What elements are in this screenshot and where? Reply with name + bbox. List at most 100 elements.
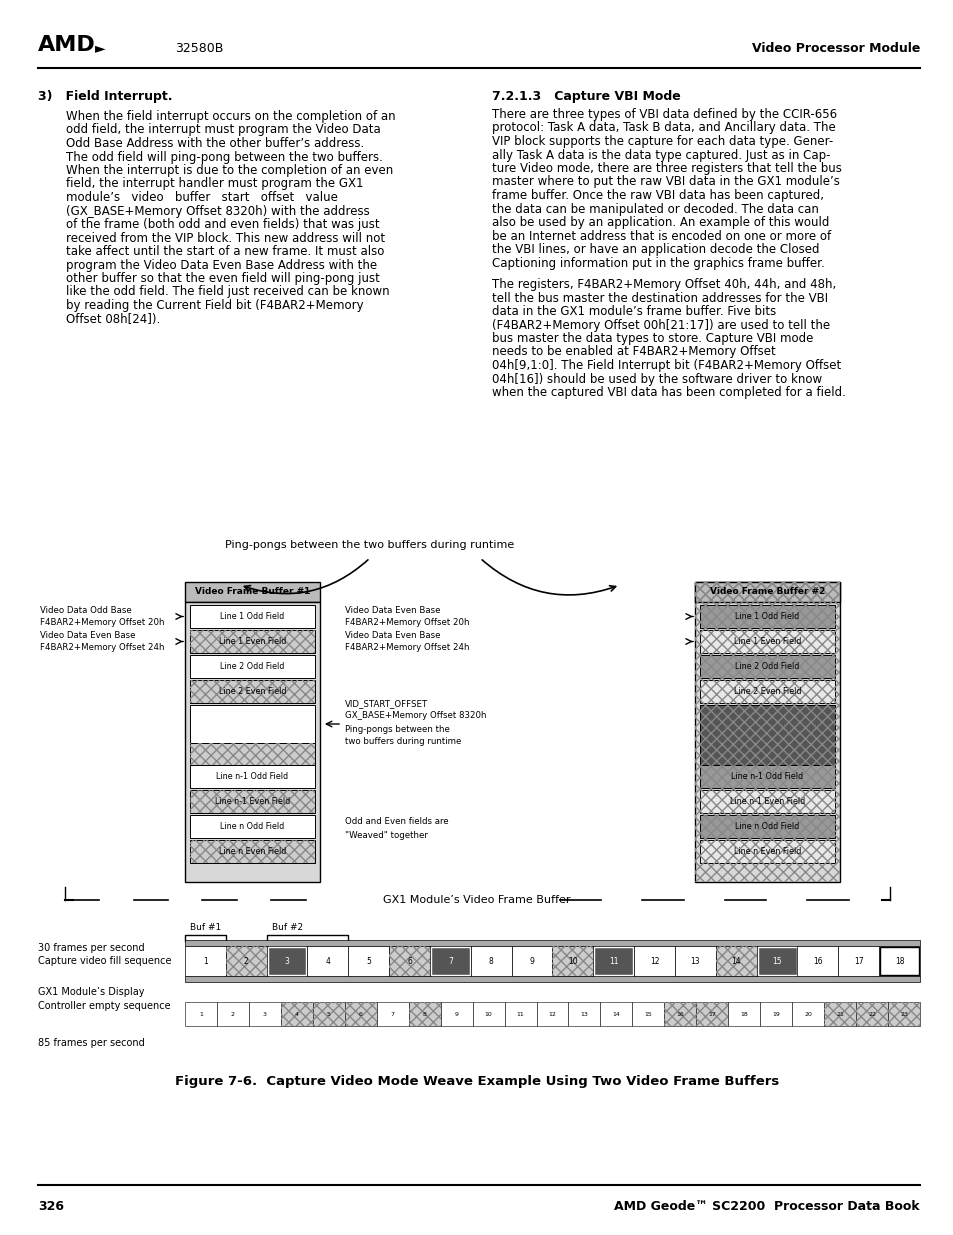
- Text: 17: 17: [853, 956, 862, 966]
- Bar: [855, 1002, 887, 1026]
- Text: 4: 4: [294, 1011, 298, 1016]
- Text: master where to put the raw VBI data in the GX1 module’s: master where to put the raw VBI data in …: [492, 175, 839, 189]
- Text: Line n Odd Field: Line n Odd Field: [220, 823, 284, 831]
- Bar: [696, 1002, 727, 1026]
- Bar: [216, 1002, 249, 1026]
- Bar: [376, 1002, 408, 1026]
- Bar: [249, 1002, 280, 1026]
- Text: Figure 7-6.  Capture Video Mode Weave Example Using Two Video Frame Buffers: Figure 7-6. Capture Video Mode Weave Exa…: [174, 1074, 779, 1088]
- Text: Line 2 Odd Field: Line 2 Odd Field: [220, 662, 284, 671]
- Bar: [880, 947, 918, 974]
- Text: ally Task A data is the data type captured. Just as in Cap-: ally Task A data is the data type captur…: [492, 148, 830, 162]
- Text: 9: 9: [455, 1011, 458, 1016]
- Bar: [185, 976, 919, 982]
- Text: be an Internet address that is encoded on one or more of: be an Internet address that is encoded o…: [492, 230, 830, 242]
- Text: 1: 1: [203, 956, 208, 966]
- Bar: [715, 946, 756, 976]
- Bar: [185, 582, 319, 601]
- Bar: [700, 764, 834, 788]
- Text: 04h[16]) should be used by the software driver to know: 04h[16]) should be used by the software …: [492, 373, 821, 385]
- Text: 3: 3: [263, 1011, 267, 1016]
- Bar: [838, 946, 879, 976]
- Text: 4: 4: [325, 956, 330, 966]
- Text: ►: ►: [95, 41, 106, 56]
- Bar: [700, 705, 834, 764]
- Text: There are three types of VBI data defined by the CCIR-656: There are three types of VBI data define…: [492, 107, 836, 121]
- Bar: [268, 947, 306, 974]
- Text: AMD: AMD: [38, 35, 95, 56]
- Text: Line 1 Even Field: Line 1 Even Field: [218, 637, 286, 646]
- Text: GX1 Module’s Video Frame Buffer: GX1 Module’s Video Frame Buffer: [383, 895, 570, 905]
- Text: Line 1 Odd Field: Line 1 Odd Field: [220, 613, 284, 621]
- Bar: [267, 946, 307, 976]
- Bar: [696, 1002, 727, 1026]
- Text: Video Data Even Base: Video Data Even Base: [345, 606, 440, 615]
- Bar: [599, 1002, 632, 1026]
- Text: Video Frame Buffer #1: Video Frame Buffer #1: [194, 588, 310, 597]
- Bar: [190, 630, 314, 653]
- Bar: [552, 946, 593, 976]
- Text: 326: 326: [38, 1200, 64, 1213]
- Bar: [185, 1002, 216, 1026]
- Bar: [190, 790, 314, 813]
- Bar: [471, 946, 511, 976]
- Bar: [594, 947, 633, 974]
- Text: 85 frames per second: 85 frames per second: [38, 1037, 145, 1049]
- Bar: [344, 1002, 376, 1026]
- Bar: [715, 946, 756, 976]
- Text: 2: 2: [244, 956, 249, 966]
- Bar: [408, 1002, 440, 1026]
- Bar: [536, 1002, 568, 1026]
- Text: 04h[9,1:0]. The Field Interrupt bit (F4BAR2+Memory Offset: 04h[9,1:0]. The Field Interrupt bit (F4B…: [492, 359, 841, 372]
- Text: 5: 5: [366, 956, 371, 966]
- Text: 5: 5: [327, 1011, 331, 1016]
- Text: when the captured VBI data has been completed for a field.: when the captured VBI data has been comp…: [492, 387, 845, 399]
- Text: 16: 16: [676, 1011, 683, 1016]
- Text: VIP block supports the capture for each data type. Gener-: VIP block supports the capture for each …: [492, 135, 832, 148]
- Text: 13: 13: [580, 1011, 588, 1016]
- Bar: [823, 1002, 855, 1026]
- Bar: [695, 582, 840, 601]
- Bar: [700, 680, 834, 703]
- Text: F4BAR2+Memory Offset 20h: F4BAR2+Memory Offset 20h: [345, 618, 469, 627]
- Text: 15: 15: [772, 956, 781, 966]
- Text: 30 frames per second: 30 frames per second: [38, 944, 145, 953]
- Bar: [348, 946, 389, 976]
- Text: Line 2 Even Field: Line 2 Even Field: [218, 687, 286, 697]
- Text: Odd Base Address with the other buffer’s address.: Odd Base Address with the other buffer’s…: [66, 137, 364, 149]
- Text: Video Data Even Base: Video Data Even Base: [345, 631, 440, 640]
- Text: take affect until the start of a new frame. It must also: take affect until the start of a new fra…: [66, 245, 384, 258]
- Bar: [190, 743, 314, 764]
- Text: 11: 11: [517, 1011, 524, 1016]
- Bar: [185, 601, 319, 882]
- Text: 3: 3: [284, 956, 289, 966]
- Text: 22: 22: [867, 1011, 875, 1016]
- Text: "Weaved" together: "Weaved" together: [345, 830, 428, 840]
- Bar: [700, 790, 834, 813]
- Text: data in the GX1 module’s frame buffer. Five bits: data in the GX1 module’s frame buffer. F…: [492, 305, 776, 317]
- Text: Offset 08h[24]).: Offset 08h[24]).: [66, 312, 160, 326]
- Text: The registers, F4BAR2+Memory Offset 40h, 44h, and 48h,: The registers, F4BAR2+Memory Offset 40h,…: [492, 278, 836, 291]
- Bar: [472, 1002, 504, 1026]
- Bar: [727, 1002, 760, 1026]
- Text: 6: 6: [407, 956, 412, 966]
- Bar: [190, 655, 314, 678]
- Text: Video Data Even Base: Video Data Even Base: [40, 631, 135, 640]
- Bar: [431, 947, 469, 974]
- Bar: [389, 946, 430, 976]
- Text: Ping-pongs between the two buffers during runtime: Ping-pongs between the two buffers durin…: [225, 540, 514, 550]
- Bar: [675, 946, 715, 976]
- Text: (F4BAR2+Memory Offset 00h[21:17]) are used to tell the: (F4BAR2+Memory Offset 00h[21:17]) are us…: [492, 319, 829, 331]
- Bar: [700, 815, 834, 839]
- Text: the VBI lines, or have an application decode the Closed: the VBI lines, or have an application de…: [492, 243, 819, 256]
- Text: protocol: Task A data, Task B data, and Ancillary data. The: protocol: Task A data, Task B data, and …: [492, 121, 835, 135]
- Text: Line 2 Odd Field: Line 2 Odd Field: [735, 662, 799, 671]
- Text: 8: 8: [422, 1011, 426, 1016]
- Text: 11: 11: [608, 956, 618, 966]
- Bar: [760, 1002, 791, 1026]
- Bar: [887, 1002, 919, 1026]
- Text: two buffers during runtime: two buffers during runtime: [345, 737, 461, 746]
- Text: Line n-1 Even Field: Line n-1 Even Field: [729, 797, 804, 806]
- Text: F4BAR2+Memory Offset 24h: F4BAR2+Memory Offset 24h: [345, 643, 469, 652]
- Text: Line n-1 Even Field: Line n-1 Even Field: [214, 797, 290, 806]
